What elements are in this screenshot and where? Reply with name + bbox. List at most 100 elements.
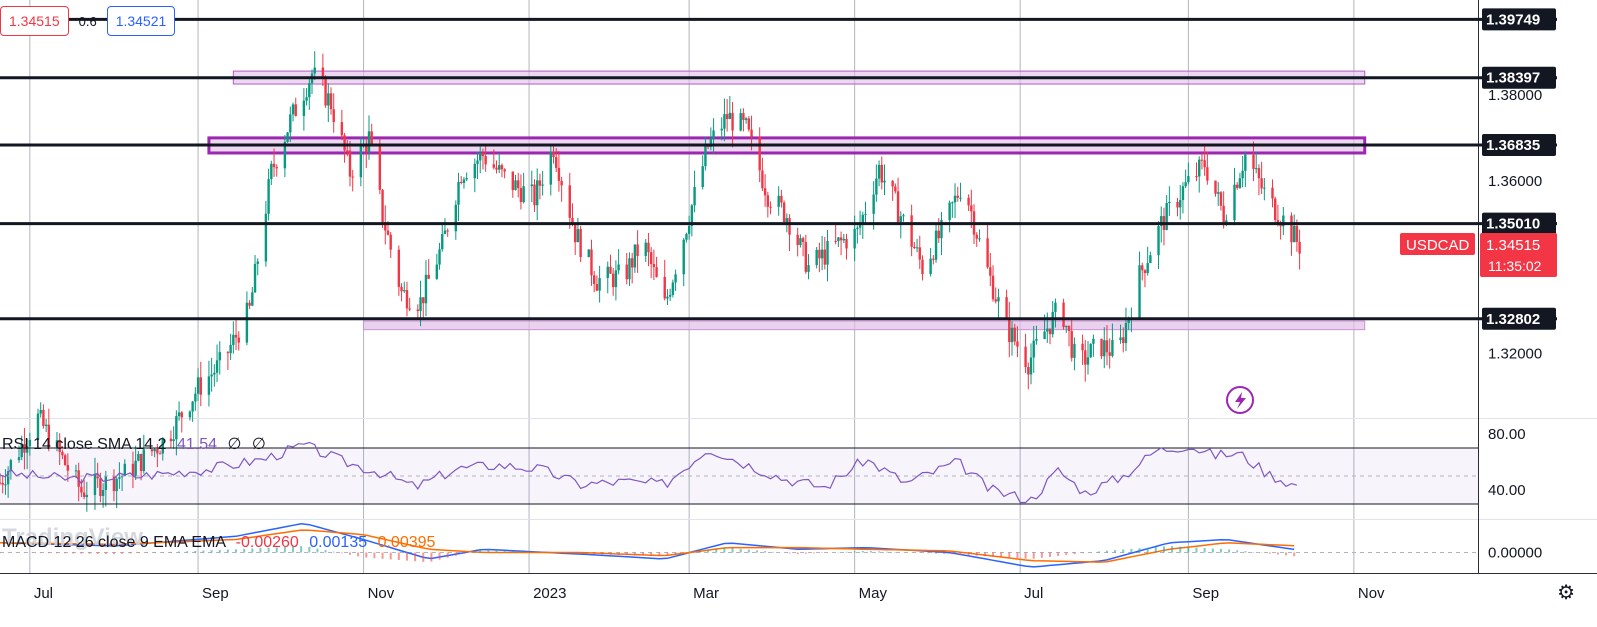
candle-body	[330, 93, 332, 109]
candle-body	[1168, 202, 1170, 203]
candle-body	[419, 297, 421, 311]
macd-hist-bar	[414, 553, 416, 562]
macd-hist-bar	[618, 553, 620, 555]
macd-hist-bar	[129, 553, 131, 554]
price-tick-label: 1.32000	[1488, 345, 1542, 362]
candle-body	[493, 164, 495, 167]
candle-body	[569, 185, 571, 218]
macd-hist-bar	[89, 553, 91, 554]
candle-body	[1165, 203, 1167, 230]
macd-hist-bar	[1025, 553, 1027, 559]
candle-body	[343, 135, 345, 150]
macd-line-value: 0.00135	[309, 534, 367, 551]
macd-hist-bar	[1277, 553, 1279, 555]
candle-body	[916, 247, 918, 248]
candle-body	[913, 247, 915, 248]
symbol-tag: USDCAD	[1406, 237, 1470, 254]
candle-body	[1201, 160, 1203, 161]
candle-body	[1290, 216, 1292, 243]
candle-body	[672, 282, 674, 294]
macd-label: MACD 12 26 close 9 EMA EMA	[2, 534, 225, 551]
candle-body	[1255, 168, 1257, 169]
candle-body	[628, 258, 630, 279]
macd-hist-bar	[601, 553, 603, 555]
rsi-extra-1: ∅	[227, 436, 241, 453]
bid-price-button[interactable]: 1.34515	[0, 6, 69, 36]
candle-body	[189, 412, 191, 418]
candle-body	[1298, 242, 1300, 254]
candle-body	[647, 243, 649, 253]
candle-body	[352, 177, 354, 178]
rsi-legend[interactable]: RSI 14 close SMA 14 2 41.54 ∅ ∅	[2, 434, 266, 454]
macd-hist-bar	[154, 553, 156, 554]
candle-body	[1005, 297, 1007, 318]
macd-hist-bar	[0, 553, 1, 554]
candle-body	[1236, 185, 1238, 188]
macd-hist-bar	[504, 550, 506, 552]
macd-hist-bar	[992, 553, 994, 557]
candle-body	[425, 275, 427, 303]
candle-body	[276, 167, 278, 168]
candle-body	[598, 278, 600, 291]
level-label: 1.35010	[1486, 216, 1540, 233]
candle-body	[1144, 270, 1146, 273]
macd-tick-label: 0.00000	[1488, 545, 1542, 562]
candle-body	[579, 229, 581, 257]
candle-body	[777, 196, 779, 207]
macd-hist-bar	[536, 552, 538, 553]
candle-body	[948, 203, 950, 221]
gear-icon[interactable]: ⚙	[1557, 580, 1575, 605]
macd-hist-bar	[1196, 548, 1198, 553]
candle-body	[1111, 340, 1113, 356]
candle-body	[693, 187, 695, 205]
macd-hist-bar	[357, 553, 359, 557]
candle-body	[1033, 341, 1035, 358]
ask-price-button[interactable]: 1.34521	[107, 6, 176, 36]
candle-body	[512, 171, 514, 190]
candle-body	[788, 218, 790, 235]
macd-hist-bar	[1171, 546, 1173, 552]
candle-body	[265, 214, 267, 262]
candle-body	[324, 79, 326, 106]
candle-body	[1263, 188, 1265, 189]
candle-body	[1179, 200, 1181, 207]
candle-body	[441, 234, 443, 249]
candle-body	[1027, 367, 1029, 374]
candle-body	[444, 230, 446, 234]
candle-body	[951, 202, 953, 203]
candle-body	[731, 113, 733, 131]
candle-body	[688, 226, 690, 234]
macd-hist-bar	[113, 553, 115, 555]
candle-body	[593, 275, 595, 284]
candle-body	[856, 228, 858, 229]
macd-hist-bar	[976, 553, 978, 556]
macd-hist-bar	[496, 550, 498, 553]
macd-hist-bar	[349, 553, 351, 555]
macd-hist-bar	[968, 553, 970, 556]
candle-body	[295, 104, 297, 116]
macd-hist-bar	[341, 553, 343, 554]
candle-body	[875, 179, 877, 195]
candle-body	[267, 179, 269, 214]
macd-hist-bar	[1065, 553, 1067, 556]
macd-hist-bar	[650, 553, 652, 556]
candle-body	[612, 274, 614, 287]
candle-body	[748, 118, 750, 129]
candle-body	[739, 113, 741, 130]
candle-body	[891, 181, 893, 187]
countdown-tag: 11:35:02	[1488, 258, 1542, 274]
candle-body	[1252, 155, 1254, 169]
candle-body	[1125, 323, 1127, 343]
macd-hist-bar	[707, 550, 709, 552]
candle-body	[1100, 339, 1102, 356]
candle-body	[685, 234, 687, 240]
candle-body	[767, 195, 769, 206]
macd-hist-bar	[927, 553, 929, 554]
candle-body	[617, 265, 619, 271]
macd-hist-bar	[797, 553, 799, 555]
macd-hist-bar	[479, 550, 481, 553]
macd-legend[interactable]: MACD 12 26 close 9 EMA EMA -0.00260 0.00…	[2, 534, 435, 552]
flash-icon-glyph	[1235, 392, 1246, 409]
